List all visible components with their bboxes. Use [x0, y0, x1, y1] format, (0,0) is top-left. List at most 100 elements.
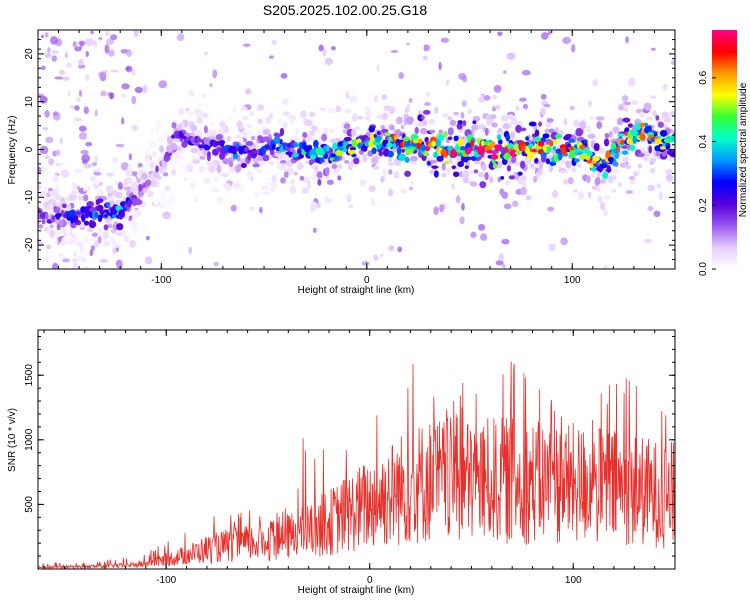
noise-speck [145, 235, 150, 241]
spectral-cell [625, 190, 634, 195]
spectral-cell [538, 140, 545, 147]
spectral-cell [501, 191, 509, 200]
spectral-cell [398, 153, 406, 161]
spectral-cell [257, 118, 263, 124]
spectral-cell [111, 156, 119, 164]
spectral-cell [534, 129, 540, 137]
noise-speck [495, 260, 504, 266]
spectral-cell [371, 156, 379, 165]
spectral-cell [395, 139, 401, 144]
spectral-cell [232, 150, 237, 155]
noise-speck [592, 79, 599, 87]
spectral-cell [44, 227, 49, 232]
spectral-cell [85, 212, 89, 218]
spectral-cell [538, 121, 543, 127]
spectral-cell [42, 254, 50, 261]
spectral-cell [265, 116, 271, 125]
noise-speck [259, 206, 263, 214]
spectral-cell [183, 162, 188, 170]
noise-speck [115, 143, 125, 148]
spectral-cell [79, 199, 85, 207]
spectral-cell [401, 148, 405, 153]
noise-speck [76, 97, 81, 103]
spectral-cell [492, 163, 498, 169]
spectral-cell [441, 162, 446, 171]
spectral-cell [561, 159, 566, 165]
spectral-cell [451, 165, 457, 170]
spectral-cell [480, 140, 485, 147]
spectral-cell [262, 129, 270, 135]
spectral-cell [592, 155, 600, 162]
noise-speck [498, 253, 504, 262]
noise-speck [78, 125, 87, 132]
noise-speck [50, 35, 58, 45]
spectral-cell [650, 95, 657, 99]
spectral-cell [142, 187, 148, 194]
noise-speck [501, 238, 510, 245]
spectral-cell [310, 201, 318, 210]
spectral-cell [435, 138, 442, 148]
spectral-cell [429, 129, 436, 134]
spectral-cell [552, 145, 557, 151]
noise-speck [80, 149, 89, 155]
spectral-cell [659, 146, 666, 150]
spectral-cell [359, 178, 367, 187]
spectral-cell [215, 133, 223, 141]
spectral-cell [447, 116, 453, 121]
spectral-cell [464, 165, 469, 169]
spectral-cell [434, 106, 439, 114]
spectral-cell [308, 111, 316, 118]
spectral-cell [406, 116, 414, 125]
spectral-cell [408, 186, 414, 191]
spectral-cell [603, 195, 611, 200]
spectral-cell [656, 183, 662, 189]
spectral-cell [442, 113, 449, 118]
spectral-cell [520, 175, 527, 181]
spectral-cell [251, 150, 259, 154]
spectral-cell [521, 180, 527, 188]
spectral-cell [199, 155, 206, 160]
spectral-cell [515, 120, 523, 126]
spectral-cell [638, 153, 645, 158]
spectral-cell [337, 175, 342, 181]
noise-speck [83, 106, 89, 115]
spectral-cell [177, 162, 182, 168]
spectral-cell [188, 90, 195, 97]
spectral-cell [68, 238, 76, 245]
noise-speck [244, 88, 252, 95]
noise-speck [176, 33, 185, 42]
spectral-cell [538, 160, 544, 170]
spectral-cell [329, 138, 337, 144]
spectral-cell [43, 186, 49, 194]
spectral-cell [447, 136, 453, 141]
noise-speck [108, 49, 115, 57]
spectral-cell [149, 178, 158, 188]
noise-speck [39, 145, 49, 155]
spectral-cell [337, 164, 343, 169]
spectral-cell [545, 121, 552, 128]
spectral-cell [326, 179, 334, 185]
spectral-cell [222, 158, 230, 165]
spectral-cell [389, 124, 395, 131]
spectral-cell [314, 165, 319, 172]
spectral-cell [515, 106, 520, 111]
spectral-cell [373, 95, 378, 103]
noise-speck [91, 162, 98, 167]
spectral-cell [626, 137, 634, 145]
spectral-cell [384, 132, 391, 136]
spectral-cell [296, 162, 304, 171]
noise-speck [209, 83, 213, 87]
noise-speck [324, 58, 334, 66]
snr-y-ticks: 500 1000 1500 [24, 335, 675, 557]
spectral-cell [490, 153, 499, 160]
spectral-cell [466, 147, 473, 152]
spectral-cell [404, 170, 411, 177]
spectral-cell [611, 188, 617, 194]
spectral-cell [93, 179, 100, 186]
spectral-cell [310, 154, 316, 160]
spectral-cell [209, 129, 218, 136]
spectral-cell [388, 105, 396, 115]
spectral-cell [381, 112, 388, 121]
spectral-cell [522, 103, 529, 110]
spectral-cell [491, 95, 497, 99]
